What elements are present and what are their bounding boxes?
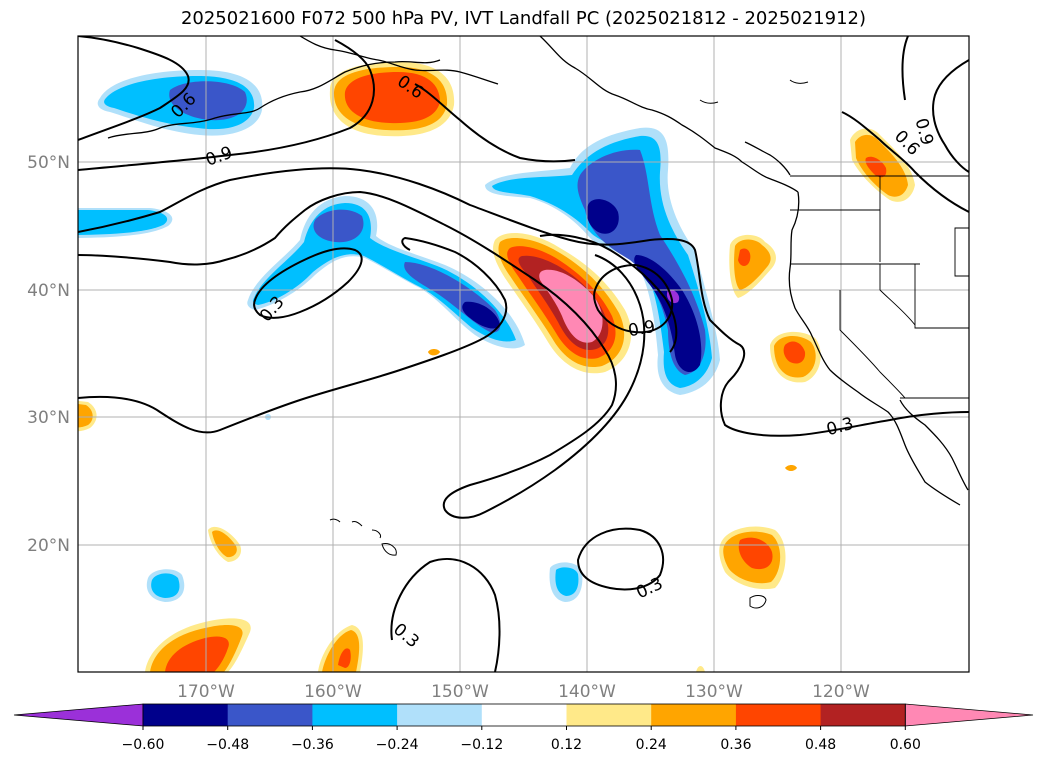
ivt-contour-loop-north	[539, 233, 678, 353]
ivt-contour-south-west	[78, 190, 646, 519]
lon-label-130w: 130°W	[685, 682, 743, 702]
colorbar-tick-label: 0.12	[551, 737, 582, 753]
map-frame	[77, 35, 970, 673]
lat-label-50n: 50°N	[27, 153, 70, 173]
pv-dot-c	[696, 666, 705, 672]
pv-dot-a	[428, 349, 440, 356]
colorbar-extend-max	[904, 703, 1034, 727]
pv-blob-california-core	[783, 341, 806, 364]
colorbar-tick-label: −0.60	[122, 737, 165, 753]
pv-blob-ne-core-b	[634, 255, 702, 373]
longitude-labels: 170°W 160°W 150°W 140°W 130°W 120°W	[177, 682, 870, 702]
ivt-contour-ne-right	[932, 59, 969, 173]
pv-trough-arc-inner	[253, 203, 517, 342]
islands	[329, 79, 809, 609]
graticule	[78, 36, 969, 672]
colorbar-tick-label: −0.48	[206, 737, 249, 753]
ivt-contour-loop-centre	[593, 263, 674, 334]
ivt-contour-long-west	[78, 39, 375, 171]
colorbar-tick-label: −0.24	[376, 737, 419, 753]
colorbar-segment	[143, 704, 229, 726]
pv-blob-sw-a-inner	[212, 530, 237, 558]
colorbar-tick-label: 0.60	[890, 737, 921, 753]
ivt-contours	[78, 36, 969, 672]
colorbar-tick-label: −0.36	[291, 737, 334, 753]
colorbar-tick-label: −0.12	[460, 737, 503, 753]
ivt-contour-coast	[414, 83, 576, 163]
ivt-contour-loop-west	[253, 247, 363, 319]
pv-trough-arc-mid	[313, 209, 501, 333]
ivt-contour-south-loop	[576, 527, 665, 591]
latitude-labels: 50°N 40°N 30°N 20°N	[27, 153, 70, 556]
ivt-contour-top-left	[78, 36, 190, 141]
political-borders	[790, 175, 969, 399]
pv-blob-sw-bottom-core	[165, 636, 229, 672]
lat-label-30n: 30°N	[27, 408, 70, 428]
colorbar-segment	[312, 704, 398, 726]
contour-label-4: 0.9	[627, 317, 657, 341]
colorbar-tick-label: 0.48	[805, 737, 836, 753]
colorbar-tick-label: 0.36	[720, 737, 751, 753]
colorbar-segment	[651, 704, 737, 726]
colorbar-segment	[820, 704, 906, 726]
colorbar-segment	[227, 704, 313, 726]
pv-blob-sw-small-inner	[151, 573, 180, 598]
pv-blob-ne-core-a	[586, 199, 619, 234]
pv-blob-ne-inner	[492, 135, 712, 388]
pv-blob-pnw-offshore-core	[738, 248, 751, 266]
lat-label-40n: 40°N	[27, 281, 70, 301]
coastlines	[107, 36, 969, 506]
lon-label-170w: 170°W	[177, 682, 235, 702]
pv-blob-south-small-inner	[555, 567, 579, 596]
ivt-contour-arc	[78, 236, 508, 434]
ivt-contour-main	[78, 167, 969, 437]
colorbar-segment	[735, 704, 822, 726]
pv-blob-south-mid-core	[338, 648, 351, 668]
pv-blob-top-core	[344, 72, 440, 124]
lon-label-140w: 140°W	[558, 682, 616, 702]
colorbar-extend-min	[13, 703, 144, 727]
lon-label-150w: 150°W	[431, 682, 489, 702]
pv-blob-baja-south-core	[738, 537, 773, 570]
chart-title: 2025021600 F072 500 hPa PV, IVT Landfall…	[180, 8, 867, 29]
colorbar-segment	[566, 704, 652, 726]
pv-dot-b	[785, 465, 797, 471]
pv-blob-west-30n-inner	[78, 404, 93, 428]
colorbar	[13, 703, 1034, 727]
colorbar-segment	[481, 704, 567, 726]
pv-blob-nw-core	[169, 81, 247, 121]
ivt-contour-ne-loop	[901, 36, 909, 101]
lat-label-20n: 20°N	[27, 536, 70, 556]
map-plot-area: 0.6 0.9 0.6 0.9 0.3 0.9 0.6 0.3 0.3 0.3	[78, 36, 969, 672]
colorbar-frame	[142, 703, 906, 727]
lon-label-160w: 160°W	[304, 682, 362, 702]
colorbar-ticks: −0.60 −0.48 −0.36 −0.24 −0.12 0.12 0.24 0.36 0.4…	[122, 726, 921, 753]
colorbar-segment	[397, 704, 483, 726]
ivt-contour-ne-edge	[841, 111, 969, 213]
ivt-contour-south-arc	[390, 558, 501, 672]
lon-label-120w: 120°W	[812, 682, 870, 702]
pv-anomaly-negative	[78, 70, 720, 602]
colorbar-tick-label: 0.24	[636, 737, 667, 753]
pv-trough-core	[462, 301, 500, 329]
